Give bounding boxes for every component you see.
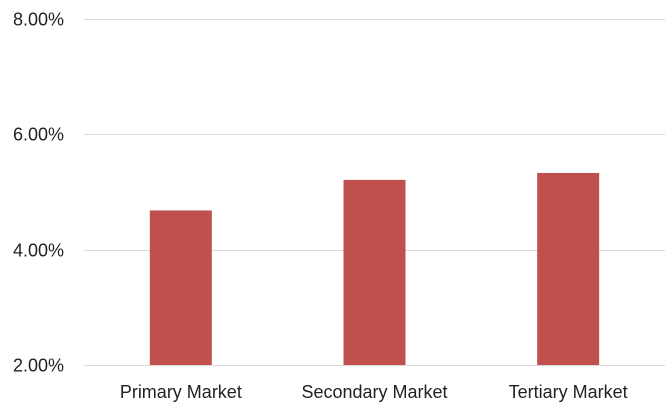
bar-tertiary-market <box>537 172 600 365</box>
bar-primary-market <box>149 210 212 365</box>
y-axis-tick-labels: 2.00% 4.00% 6.00% 8.00% <box>13 10 64 376</box>
x-category-label: Primary Market <box>120 382 242 402</box>
y-tick-label: 6.00% <box>13 125 64 145</box>
y-tick-label: 2.00% <box>13 356 64 376</box>
y-tick-label: 8.00% <box>13 10 64 30</box>
x-axis-category-labels: Primary Market Secondary Market Tertiary M… <box>120 382 628 402</box>
y-tick-label: 4.00% <box>13 241 64 261</box>
x-category-label: Tertiary Market <box>509 382 628 402</box>
bar-secondary-market <box>343 179 406 365</box>
bars <box>149 172 600 365</box>
x-category-label: Secondary Market <box>301 382 447 402</box>
